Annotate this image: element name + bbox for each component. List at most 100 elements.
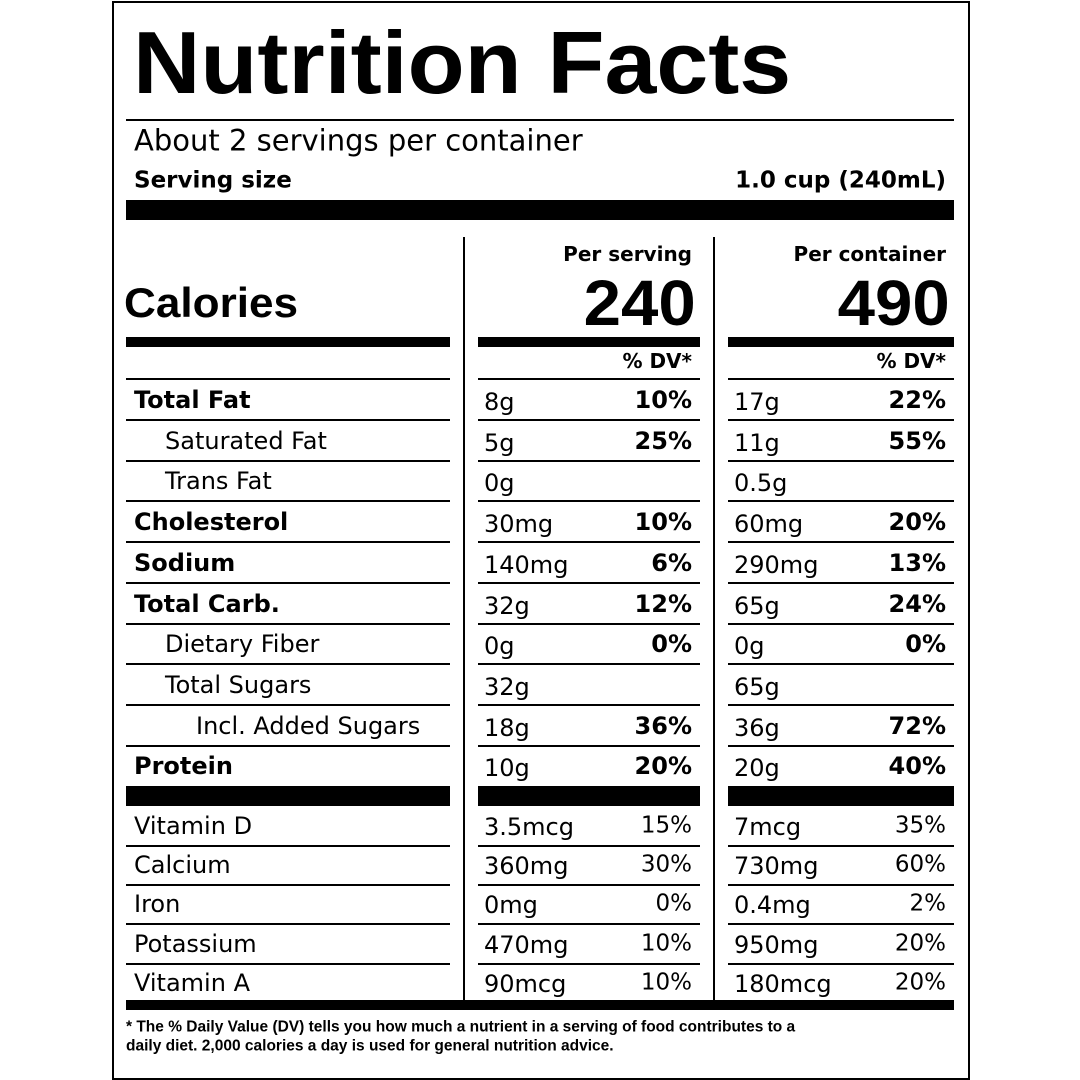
nutrient-name: Saturated Fat bbox=[165, 426, 327, 455]
amount: 10g bbox=[484, 754, 530, 783]
amount: 730mg bbox=[734, 852, 819, 881]
row-rule bbox=[478, 622, 700, 625]
column-divider bbox=[463, 237, 465, 1000]
thick-rule bbox=[126, 786, 450, 806]
amount: 18g bbox=[484, 713, 530, 742]
vitamin-name: Iron bbox=[134, 890, 181, 919]
row-rule bbox=[478, 500, 700, 503]
row-rule bbox=[478, 581, 700, 584]
row-rule bbox=[126, 744, 450, 747]
daily-value: 10% bbox=[634, 508, 692, 537]
amount: 11g bbox=[734, 428, 780, 457]
rule bbox=[126, 119, 954, 121]
amount: 32g bbox=[484, 591, 530, 620]
nutrient-name: Total Carb. bbox=[134, 589, 280, 618]
row-rule bbox=[728, 419, 954, 421]
amount: 0g bbox=[484, 469, 515, 498]
row-rule bbox=[478, 962, 700, 965]
amount: 140mg bbox=[484, 550, 569, 579]
vitamin-name: Calcium bbox=[134, 851, 231, 880]
nutrient-name: Sodium bbox=[134, 548, 236, 577]
row-rule bbox=[728, 378, 954, 380]
amount: 32g bbox=[484, 672, 530, 701]
row-rule bbox=[478, 923, 700, 926]
daily-value: 35% bbox=[894, 812, 946, 839]
amount: 7mcg bbox=[734, 813, 802, 841]
row-rule bbox=[728, 459, 954, 462]
footnote: daily diet. 2,000 calories a day is used… bbox=[126, 1037, 614, 1055]
column-header: Per container bbox=[793, 242, 946, 266]
serving-size-value: 1.0 cup (240mL) bbox=[735, 167, 946, 194]
row-rule bbox=[126, 845, 450, 847]
row-rule bbox=[126, 500, 450, 503]
amount: 180mcg bbox=[734, 969, 832, 998]
column-header: Per serving bbox=[563, 242, 692, 266]
daily-value: 55% bbox=[888, 426, 946, 455]
nutrient-name: Incl. Added Sugars bbox=[196, 711, 421, 740]
amount: 3.5mcg bbox=[484, 813, 574, 841]
row-rule bbox=[126, 923, 450, 926]
daily-value: 0% bbox=[651, 630, 692, 659]
daily-value: 10% bbox=[640, 930, 692, 957]
daily-value: 30% bbox=[640, 851, 692, 878]
row-rule bbox=[126, 581, 450, 584]
daily-value: 15% bbox=[640, 812, 692, 839]
row-rule bbox=[478, 703, 700, 706]
thick-rule bbox=[126, 1000, 954, 1010]
thick-rule bbox=[126, 200, 954, 220]
row-rule bbox=[728, 845, 954, 847]
title: Nutrition Facts bbox=[133, 13, 792, 112]
row-rule bbox=[728, 744, 954, 747]
nutrient-name: Total Sugars bbox=[165, 670, 312, 699]
row-rule bbox=[478, 663, 700, 666]
thick-rule bbox=[478, 786, 700, 806]
daily-value: 0% bbox=[655, 890, 693, 917]
daily-value: 24% bbox=[888, 589, 946, 618]
daily-value: 25% bbox=[634, 426, 692, 455]
daily-value: 10% bbox=[634, 386, 692, 414]
daily-value: 22% bbox=[888, 386, 946, 414]
row-rule bbox=[728, 923, 954, 926]
amount: 0.5g bbox=[734, 469, 788, 498]
daily-value: 20% bbox=[894, 969, 946, 996]
row-rule bbox=[126, 884, 450, 887]
nutrient-name: Trans Fat bbox=[165, 467, 272, 496]
row-rule bbox=[126, 541, 450, 544]
row-rule bbox=[126, 663, 450, 666]
row-rule bbox=[126, 703, 450, 706]
footnote: * The % Daily Value (DV) tells you how m… bbox=[126, 1018, 796, 1036]
calories-label: Calories bbox=[124, 279, 299, 326]
amount: 60mg bbox=[734, 510, 804, 539]
daily-value: 13% bbox=[888, 548, 946, 577]
daily-value: 20% bbox=[894, 930, 946, 957]
serving-size-label: Serving size bbox=[134, 167, 292, 194]
vitamin-name: Potassium bbox=[134, 929, 257, 958]
daily-value: 12% bbox=[634, 589, 692, 618]
amount: 17g bbox=[734, 388, 780, 416]
daily-value: 20% bbox=[634, 752, 692, 781]
amount: 0.4mg bbox=[734, 891, 811, 920]
row-rule bbox=[728, 622, 954, 625]
calories-bar bbox=[126, 337, 450, 347]
row-rule bbox=[728, 581, 954, 584]
amount: 360mg bbox=[484, 852, 569, 881]
amount: 0mg bbox=[484, 891, 538, 920]
column-divider bbox=[713, 237, 715, 1000]
amount: 950mg bbox=[734, 930, 819, 959]
row-rule bbox=[126, 962, 450, 965]
row-rule bbox=[728, 962, 954, 965]
row-rule bbox=[478, 845, 700, 847]
nutrient-name: Total Fat bbox=[134, 386, 251, 414]
daily-value: 0% bbox=[905, 630, 946, 659]
amount: 20g bbox=[734, 754, 780, 783]
row-rule bbox=[126, 622, 450, 625]
calories-bar bbox=[728, 337, 954, 347]
row-rule bbox=[728, 663, 954, 666]
row-rule bbox=[728, 500, 954, 503]
nutrient-name: Dietary Fiber bbox=[165, 630, 320, 659]
amount: 8g bbox=[484, 388, 515, 416]
servings: About 2 servings per container bbox=[134, 123, 583, 158]
daily-value: 20% bbox=[888, 508, 946, 537]
row-rule bbox=[126, 378, 450, 380]
amount: 290mg bbox=[734, 550, 819, 579]
